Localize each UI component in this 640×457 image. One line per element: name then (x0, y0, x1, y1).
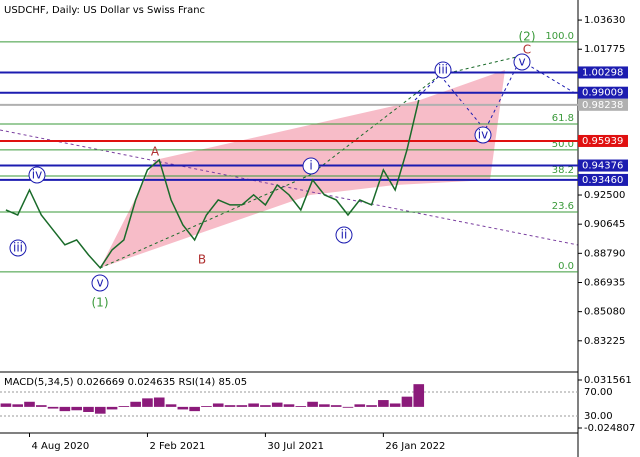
macd-bar (12, 404, 24, 407)
level-box (578, 173, 628, 186)
fibo-label: 0.0 (558, 261, 574, 272)
y-tick-label: 0.90645 (584, 219, 625, 230)
macd-bar (0, 403, 12, 407)
macd-bar (330, 405, 342, 407)
macd-bar (212, 403, 224, 407)
macd-bar (153, 397, 165, 407)
wave-path (99, 54, 526, 269)
macd-bar (236, 405, 248, 407)
macd-bar (378, 400, 389, 407)
level-box (578, 98, 628, 111)
wave-circle (335, 226, 353, 244)
chart-title: USDCHF, Daily: US Dollar vs Swiss Franc (4, 5, 205, 16)
level-label: 1.00298 (582, 67, 623, 78)
macd-bar (201, 406, 212, 407)
level-label: 0.94376 (582, 161, 623, 172)
y-tick-label: 0.92500 (584, 190, 625, 201)
macd-bar (319, 404, 330, 407)
macd-bar (71, 406, 82, 411)
wave-label: v (518, 55, 525, 69)
y-tick-label: 0.83225 (584, 336, 625, 347)
wave-label: (2) (519, 30, 536, 44)
y-tick-label: 1.01775 (584, 44, 625, 55)
macd-bar (118, 406, 130, 407)
fibo-label: 38.2 (552, 165, 574, 176)
macd-bar (354, 404, 366, 407)
x-tick-label: 2 Feb 2021 (149, 441, 205, 452)
wave-circle (434, 61, 452, 79)
fibo-label: 50.0 (552, 139, 574, 150)
level-label: 0.99009 (582, 88, 623, 99)
macd-bar (271, 402, 283, 407)
macd-bar (366, 405, 377, 407)
macd-bar (260, 405, 271, 407)
y-tick-label: 0.88790 (584, 248, 625, 259)
y-tick-label: 1.03630 (584, 15, 625, 26)
macd-bar (307, 401, 318, 407)
wave-circle (9, 239, 27, 257)
macd-bar (389, 403, 401, 407)
wave-circle (474, 126, 492, 144)
macd-bar (189, 406, 200, 412)
macd-bar (83, 406, 94, 412)
wave-circle (302, 157, 320, 175)
macd-bar (177, 406, 189, 410)
x-tick-label: 30 Jul 2021 (267, 441, 324, 452)
level-box (578, 134, 628, 147)
macd-bar (59, 406, 71, 412)
y-tick-label: 30.00 (584, 411, 613, 422)
macd-bar (106, 406, 118, 410)
y-tick-label: -0.024807 (584, 423, 635, 434)
macd-bar (224, 405, 236, 407)
fibo-label: 100.0 (545, 31, 574, 42)
macd-bar (35, 405, 47, 407)
price-line (5, 99, 420, 270)
macd-bar (342, 406, 354, 408)
y-tick-label: 70.00 (584, 387, 613, 398)
level-label: 0.93460 (582, 175, 623, 186)
macd-bar (142, 398, 153, 407)
fibo-label: 61.8 (552, 113, 574, 124)
wave-label: iii (438, 63, 448, 77)
level-label: 0.95939 (582, 136, 623, 147)
y-tick-label: 0.031561 (584, 375, 632, 386)
wave-label: ii (341, 228, 348, 242)
level-label: 0.98238 (582, 100, 623, 111)
macd-bar (283, 404, 295, 407)
fibo-label: 23.6 (552, 201, 574, 212)
trend-line (0, 129, 579, 246)
macd-bar (47, 406, 59, 409)
level-box (578, 159, 628, 172)
wave-label: iv (478, 128, 488, 142)
macd-bar (165, 404, 177, 407)
y-tick-label: 0.85080 (584, 307, 625, 318)
macd-bar (94, 406, 106, 414)
wave-circle (28, 166, 46, 184)
wave-label: iii (13, 241, 23, 255)
wave-label: C (523, 43, 531, 57)
wave-label: (1) (92, 296, 109, 310)
macd-bar (295, 406, 307, 407)
wave-circle (91, 274, 109, 292)
macd-bar (130, 401, 141, 407)
wave-label: B (198, 253, 206, 267)
macd-bar (248, 403, 259, 407)
x-tick-label: 26 Jan 2022 (385, 441, 445, 452)
wave-label: i (309, 159, 312, 173)
channel (100, 70, 505, 268)
macd-bar (24, 401, 35, 407)
wave-label: A (151, 145, 160, 159)
level-box (578, 66, 628, 79)
x-tick-label: 4 Aug 2020 (31, 441, 89, 452)
macd-bar (401, 396, 413, 407)
wave-label: v (96, 276, 103, 290)
macd-bar (413, 384, 425, 407)
wave-label: iv (32, 168, 42, 182)
wave-circle (513, 53, 531, 71)
indicator-title: MACD(5,34,5) 0.026669 0.024635 RSI(14) 8… (4, 377, 247, 388)
level-box (578, 86, 628, 99)
y-tick-label: 0.86935 (584, 277, 625, 288)
